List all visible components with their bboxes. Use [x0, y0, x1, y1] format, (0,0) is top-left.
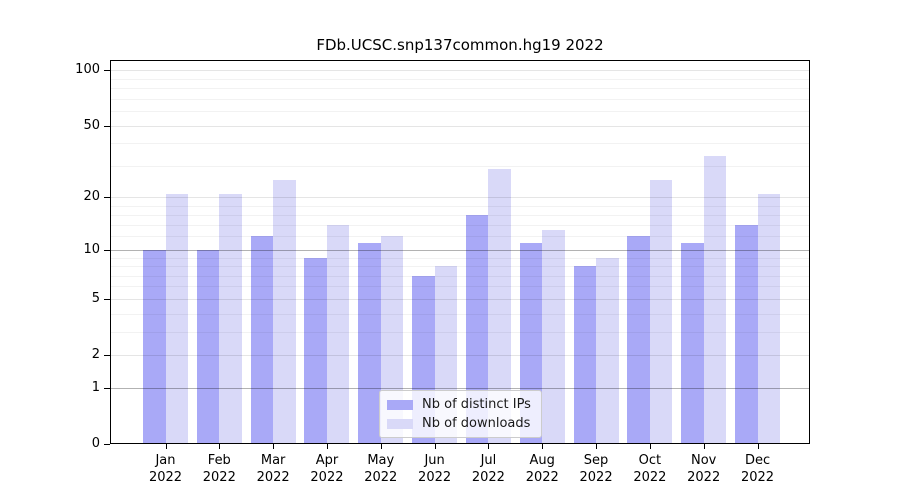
x-tick-mark-may	[380, 444, 382, 449]
legend-label: Nb of distinct IPs	[422, 397, 531, 412]
gridline-minor-18	[110, 205, 810, 207]
gridline-minor-30	[110, 165, 810, 167]
bar-downloads-nov	[703, 156, 727, 444]
bar-ips-oct	[627, 236, 650, 444]
x-tick-mark-oct	[649, 444, 651, 449]
gridline-minor-40	[110, 143, 810, 145]
gridline-20	[110, 197, 810, 199]
bar-ips-mar	[250, 236, 274, 444]
bar-ips-may	[358, 242, 381, 444]
y-tick-label-100: 100	[75, 62, 100, 78]
y-tick-label-20: 20	[83, 189, 100, 205]
x-tick-label-may: May 2022	[364, 453, 398, 485]
bar-downloads-feb	[219, 193, 242, 444]
bar-ips-nov	[681, 242, 704, 444]
gridline-minor-16	[110, 214, 810, 216]
x-tick-label-dec: Dec 2022	[740, 453, 775, 485]
y-tick-label-5: 5	[91, 290, 100, 306]
x-tick-mark-jun	[434, 444, 436, 449]
y-tick-label-1: 1	[91, 379, 100, 395]
bar-downloads-sep	[596, 257, 619, 444]
y-tick-mark-1	[104, 387, 110, 389]
gridline-minor-80	[110, 88, 810, 89]
x-tick-mark-apr	[326, 444, 328, 449]
bar-ips-jan	[143, 249, 166, 444]
x-tick-label-sep: Sep 2022	[579, 453, 613, 485]
y-tick-mark-0	[104, 444, 110, 445]
x-tick-label-mar: Mar 2022	[256, 453, 290, 485]
y-tick-label-10: 10	[83, 241, 100, 257]
gridline-minor-7	[110, 275, 810, 277]
y-tick-mark-50	[104, 125, 110, 127]
plot-area: Nb of distinct IPs Nb of downloads	[110, 60, 810, 444]
gridline-minor-70	[110, 98, 810, 100]
gridline-minor-12	[110, 236, 810, 238]
x-tick-label-jun: Jun 2022	[418, 453, 452, 485]
legend-item-downloads: Nb of downloads	[387, 416, 531, 431]
bar-downloads-apr	[326, 224, 350, 444]
x-tick-label-jul: Jul 2022	[471, 453, 505, 485]
y-tick-mark-2	[104, 355, 110, 356]
y-tick-mark-5	[104, 298, 110, 300]
x-tick-label-apr: Apr 2022	[310, 453, 344, 485]
x-tick-mark-nov	[703, 444, 705, 449]
x-tick-mark-aug	[542, 444, 544, 449]
gridline-2	[110, 355, 810, 356]
y-tick-label-2: 2	[91, 347, 100, 362]
legend-label: Nb of downloads	[422, 416, 531, 431]
y-tick-mark-100	[104, 70, 110, 72]
gridline-minor-8	[110, 266, 810, 267]
legend-swatch-icon	[387, 418, 413, 429]
gridline-100	[110, 70, 810, 72]
y-tick-mark-20	[104, 197, 110, 199]
gridline-minor-3	[110, 331, 810, 333]
bar-downloads-dec	[757, 193, 781, 444]
x-tick-label-jan: Jan 2022	[148, 453, 183, 485]
y-tick-label-50: 50	[83, 117, 100, 133]
x-tick-label-nov: Nov 2022	[687, 453, 721, 485]
bar-ips-jul	[465, 214, 489, 444]
legend-item-distinct-ips: Nb of distinct IPs	[387, 397, 531, 412]
gridline-1	[110, 387, 810, 389]
bar-downloads-mar	[273, 180, 296, 444]
gridline-minor-60	[110, 111, 810, 112]
bar-downloads-jan	[165, 193, 188, 444]
x-tick-mark-feb	[219, 444, 221, 449]
x-tick-mark-sep	[596, 444, 598, 449]
gridline-minor-90	[110, 78, 810, 80]
chart-title: FDb.UCSC.snp137common.hg19 2022	[316, 36, 604, 54]
bar-downloads-jul	[488, 168, 511, 444]
y-tick-label-0: 0	[91, 436, 100, 451]
gridline-minor-6	[110, 286, 810, 288]
x-tick-mark-jul	[488, 444, 490, 449]
legend-swatch-icon	[387, 399, 413, 410]
bar-ips-sep	[573, 266, 597, 444]
gridline-10	[110, 249, 810, 251]
gridline-minor-4	[110, 313, 810, 315]
bar-ips-apr	[304, 257, 327, 444]
bar-downloads-oct	[649, 180, 673, 444]
bar-ips-feb	[196, 249, 220, 444]
x-tick-label-feb: Feb 2022	[202, 453, 236, 485]
bar-downloads-aug	[542, 230, 565, 444]
x-tick-mark-dec	[757, 444, 759, 449]
gridline-5	[110, 298, 810, 300]
gridline-50	[110, 125, 810, 127]
legend: Nb of distinct IPs Nb of downloads	[379, 390, 542, 438]
gridline-minor-14	[110, 224, 810, 226]
x-tick-mark-mar	[273, 444, 275, 449]
bar-ips-dec	[735, 224, 758, 444]
gridline-minor-9	[110, 257, 810, 259]
x-tick-mark-jan	[165, 444, 167, 449]
x-tick-label-aug: Aug 2022	[525, 453, 559, 485]
x-tick-label-oct: Oct 2022	[633, 453, 667, 485]
y-tick-mark-10	[104, 249, 110, 251]
